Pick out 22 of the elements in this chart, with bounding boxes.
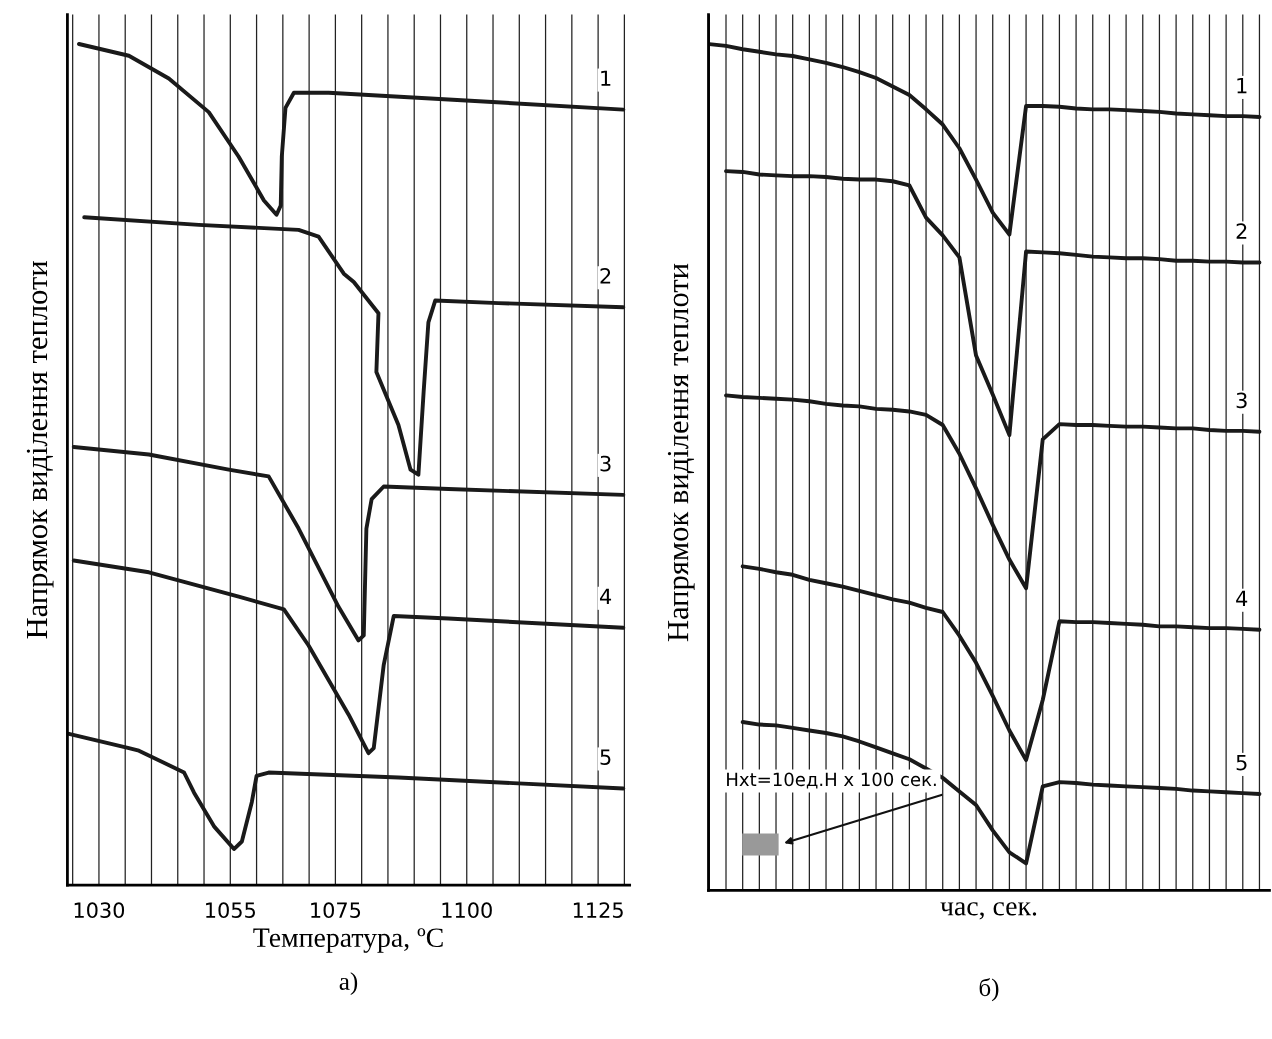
x-axis-title: час, сек. [940,902,1037,920]
x-tick-label: 1125 [573,902,623,919]
series-label: 5 [600,749,611,765]
annotation: Hxt=10ед.Н x 100 сек. [727,772,936,789]
x-tick-label: 1030 [74,902,125,919]
x-axis-title: Температура, ºC [253,928,443,953]
x-tick-label: 1100 [442,902,492,919]
series-label: 2 [600,268,611,284]
series-label: 3 [1236,392,1247,409]
series-label: 1 [1237,77,1247,94]
series-label: 2 [1236,223,1247,239]
series-label: 4 [1236,590,1248,606]
y-axis-title: Напрямок виділення теплоти [26,261,54,639]
text: а) [339,972,358,995]
series-label: 5 [1236,754,1247,771]
y-axis-title: Напрямок виділення теплоти [667,263,695,642]
series-label: 1 [601,70,611,86]
series-label: 4 [599,588,612,605]
x-tick-label: 1075 [311,902,361,919]
x-tick-label: 1055 [206,902,255,919]
series-label: 3 [600,455,611,472]
text: б) [979,978,999,1002]
